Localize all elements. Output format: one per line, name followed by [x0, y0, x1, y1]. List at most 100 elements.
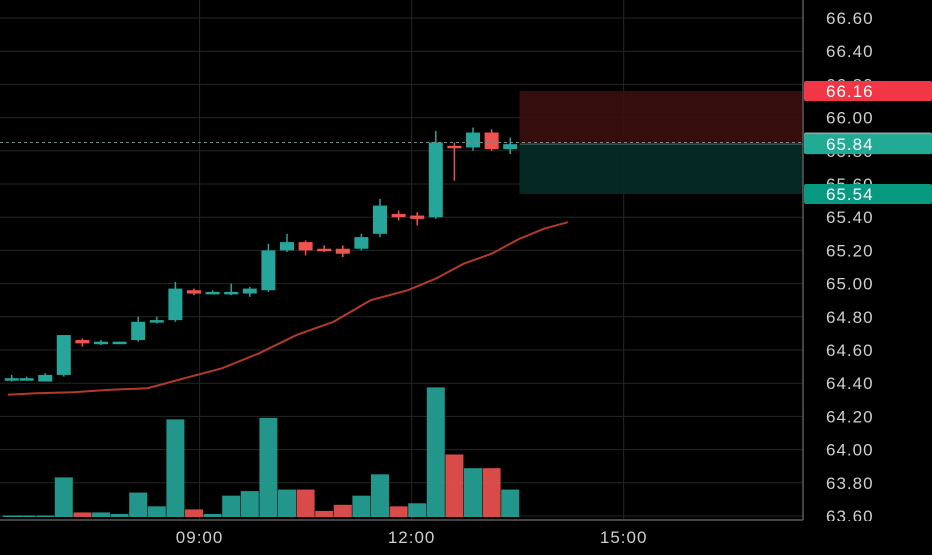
time-tick-label: 15:00	[600, 528, 648, 547]
candle	[484, 129, 499, 151]
price-tag-label: 65.84	[826, 135, 874, 154]
volume-bar	[259, 417, 278, 517]
price-tick-label: 65.40	[826, 208, 874, 227]
candle-body	[224, 291, 239, 295]
candle	[38, 373, 53, 382]
volume-bar	[333, 504, 352, 517]
candle-body	[466, 132, 480, 148]
candle	[317, 245, 332, 253]
volume-bar	[426, 387, 445, 517]
price-tick-label: 63.80	[826, 474, 874, 493]
volume-bar	[352, 495, 371, 517]
volume-bar	[2, 515, 21, 517]
price-tag-label: 65.54	[826, 185, 874, 204]
candle	[391, 210, 406, 221]
candle	[56, 335, 71, 377]
volume-bar	[54, 477, 73, 517]
candle	[373, 198, 387, 238]
volume-bar	[110, 513, 129, 517]
candle	[335, 245, 350, 258]
price-tag-box	[804, 134, 932, 155]
candle-body	[168, 288, 183, 321]
candle	[205, 290, 220, 295]
price-tick-label: 66.60	[826, 9, 874, 28]
volume-bar	[389, 506, 408, 517]
candle-body	[447, 145, 462, 149]
candle	[410, 212, 425, 226]
time-tick-label: 09:00	[176, 528, 224, 547]
candle-body	[280, 242, 294, 251]
candle	[112, 341, 127, 345]
candle-body	[391, 213, 406, 218]
candle-body	[56, 335, 71, 375]
volume-bar	[445, 454, 464, 517]
candle-body	[373, 205, 387, 234]
candle	[224, 283, 239, 296]
grid-layer	[0, 0, 803, 550]
time-axis[interactable]: 09:00 12:00 15:00	[0, 519, 932, 550]
price-tag-label: 66.16	[826, 82, 874, 101]
price-tick-label: 64.20	[826, 407, 874, 426]
candle	[242, 286, 257, 297]
volume-layer	[2, 387, 520, 517]
candle-body	[298, 242, 313, 251]
candle	[131, 316, 146, 342]
volume-bar	[17, 515, 36, 517]
candle-body	[484, 132, 499, 150]
candle-body	[242, 288, 257, 294]
volume-bar	[278, 489, 296, 517]
candle	[466, 127, 480, 151]
candle-body	[205, 291, 220, 295]
time-tick-label: 12:00	[388, 528, 436, 547]
volume-bar	[129, 492, 148, 517]
volume-bar	[147, 506, 166, 517]
candle	[168, 281, 183, 322]
candle-body	[38, 374, 53, 382]
candle-body	[503, 144, 518, 150]
volume-bar	[464, 468, 482, 517]
volume-bar	[296, 489, 315, 517]
candle	[280, 233, 294, 253]
candle	[298, 240, 313, 256]
candle-body	[75, 340, 90, 344]
moving-average-layer	[7, 221, 569, 396]
volume-bar	[482, 468, 501, 517]
candle	[447, 142, 462, 181]
candle-body	[410, 215, 425, 219]
volume-bar	[73, 512, 92, 517]
candle-body	[149, 320, 164, 323]
candle	[19, 376, 34, 381]
price-tick-label: 66.00	[826, 109, 874, 128]
volume-bar	[222, 495, 241, 517]
price-tick-label: 64.60	[826, 341, 874, 360]
candle-body	[19, 378, 34, 381]
price-tick-label: 64.80	[826, 308, 874, 327]
volume-bar	[36, 515, 55, 517]
candle	[261, 243, 276, 292]
volume-bar	[240, 491, 259, 517]
time-axis-background	[0, 521, 932, 550]
price-tag: 65.84	[804, 134, 932, 155]
candle-body	[317, 248, 332, 252]
volume-bar	[203, 513, 222, 517]
candle-body	[261, 250, 276, 291]
volume-bar	[166, 419, 185, 517]
candle-body	[4, 378, 19, 381]
price-tick-label: 66.40	[826, 42, 874, 61]
candle-body	[131, 321, 146, 341]
candle-body	[94, 341, 108, 345]
volume-bar	[371, 474, 389, 517]
price-tag: 65.54	[804, 183, 932, 204]
candle	[187, 288, 201, 296]
price-tag: 66.16	[804, 81, 932, 102]
candle	[94, 340, 108, 346]
position-zones	[519, 91, 803, 194]
volume-bar	[408, 503, 427, 517]
moving-average-line	[7, 221, 569, 396]
candle	[75, 338, 90, 347]
candle	[428, 130, 443, 219]
candle	[354, 233, 369, 251]
